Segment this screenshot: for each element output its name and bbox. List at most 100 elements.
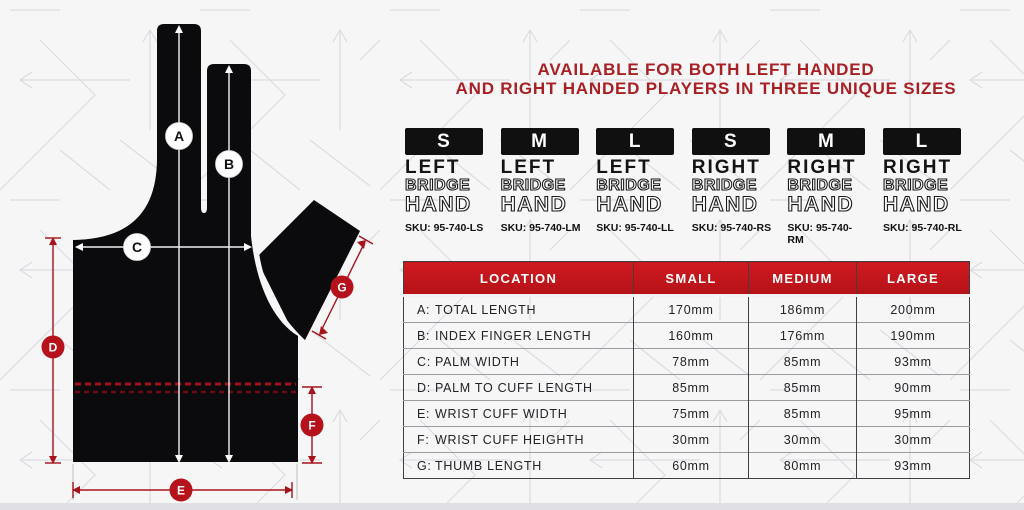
cell-small: 170mm	[633, 295, 749, 323]
bridge-label: BRIDGE	[404, 176, 471, 194]
cell-medium: 80mm	[748, 452, 857, 479]
marker-e: E	[169, 478, 193, 502]
cell-small: 30mm	[633, 426, 749, 453]
bridge-label: BRIDGE	[500, 176, 566, 194]
svg-text:D: D	[49, 341, 58, 355]
row-label: INDEX FINGER LENGTH	[435, 328, 592, 343]
size-badge-right-m: M RIGHT BRIDGE HAND SKU: 95-740-RM	[787, 128, 867, 246]
row-label: THUMB LENGTH	[435, 458, 543, 473]
row-letter: A:	[417, 302, 431, 317]
row-label: TOTAL LENGTH	[435, 302, 537, 317]
cell-location: G: THUMB LENGTH	[403, 452, 634, 479]
marker-c: C	[123, 233, 151, 261]
measure-lines-white	[80, 30, 247, 458]
cell-large: 93mm	[856, 348, 970, 375]
bridge-label: BRIDGE	[882, 176, 949, 194]
cell-location: C: PALM WIDTH	[403, 348, 634, 375]
dimension-arrows-red	[49, 237, 366, 494]
cell-medium: 186mm	[748, 295, 857, 323]
table-header-row: LOCATION SMALL MEDIUM LARGE	[403, 261, 970, 297]
cell-medium: 176mm	[748, 322, 857, 349]
measure-arrows-white	[75, 25, 252, 463]
row-label: PALM TO CUFF LENGTH	[435, 380, 593, 395]
cell-location: D: PALM TO CUFF LENGTH	[403, 374, 634, 401]
cell-small: 78mm	[633, 348, 749, 375]
size-box: S	[691, 128, 770, 155]
row-letter: F:	[417, 432, 430, 447]
size-letter: S	[723, 130, 738, 152]
marker-b: B	[215, 150, 243, 178]
hand-word-label: HAND	[787, 193, 855, 216]
sku-label: SKU: 95-740-RS	[691, 222, 772, 234]
marker-a: A	[165, 122, 193, 150]
row-label: WRIST CUFF HEIGHTH	[435, 432, 585, 447]
hand-word-label: HAND	[691, 193, 759, 216]
col-header-location: LOCATION	[403, 261, 634, 297]
thumb-shape	[256, 200, 360, 348]
cell-large: 95mm	[856, 400, 970, 427]
table-row: G: THUMB LENGTH 60mm 80mm 93mm	[403, 452, 970, 479]
availability-heading: AVAILABLE FOR BOTH LEFT HANDED AND RIGHT…	[400, 60, 1012, 98]
cell-small: 160mm	[633, 322, 749, 349]
sku-label: SKU: 95-740-RM	[787, 222, 853, 246]
cell-location: B: INDEX FINGER LENGTH	[403, 322, 634, 349]
cell-small: 75mm	[633, 400, 749, 427]
cell-large: 190mm	[856, 322, 970, 349]
hand-word-label: HAND	[596, 193, 663, 216]
sku-label: SKU: 95-740-LL	[596, 222, 674, 234]
col-header-medium: MEDIUM	[748, 261, 857, 297]
cell-large: 200mm	[856, 295, 970, 323]
cell-medium: 30mm	[748, 426, 857, 453]
cell-medium: 85mm	[748, 374, 857, 401]
table-row: E: WRIST CUFF WIDTH 75mm 85mm 95mm	[403, 400, 970, 427]
size-box: M	[787, 128, 866, 155]
col-header-small: SMALL	[633, 261, 749, 297]
size-badge-right-l: L RIGHT BRIDGE HAND SKU: 95-740-RL	[882, 128, 963, 246]
cell-location: A: TOTAL LENGTH	[403, 295, 634, 323]
row-letter: C:	[417, 354, 431, 369]
svg-text:B: B	[224, 156, 234, 172]
stitch-lines	[75, 382, 296, 394]
hand-word-label: HAND	[500, 193, 568, 216]
cell-large: 90mm	[856, 374, 970, 401]
size-badge-left-s: S LEFT BRIDGE HAND SKU: 95-740-LS	[404, 128, 485, 246]
bridge-label: BRIDGE	[691, 176, 758, 194]
size-box: L	[882, 128, 961, 155]
svg-text:C: C	[132, 239, 142, 255]
table-row: A: TOTAL LENGTH 170mm 186mm 200mm	[403, 295, 970, 323]
cell-medium: 85mm	[748, 400, 857, 427]
row-letter: B:	[417, 328, 431, 343]
row-label: WRIST CUFF WIDTH	[435, 406, 568, 421]
cell-medium: 85mm	[748, 348, 857, 375]
table-row: C: PALM WIDTH 78mm 85mm 93mm	[403, 348, 970, 375]
table-row: D: PALM TO CUFF LENGTH 85mm 85mm 90mm	[403, 374, 970, 401]
size-badge-right-s: S RIGHT BRIDGE HAND SKU: 95-740-RS	[691, 128, 772, 246]
hand-word-label: HAND	[882, 193, 950, 216]
table-row: B: INDEX FINGER LENGTH 160mm 176mm 190mm	[403, 322, 970, 349]
cell-location: E: WRIST CUFF WIDTH	[403, 400, 634, 427]
bottom-strip	[0, 503, 1024, 510]
heading-line-1: AVAILABLE FOR BOTH LEFT HANDED	[537, 60, 875, 79]
bridge-label: BRIDGE	[787, 176, 853, 194]
hand-label: RIGHT	[882, 157, 953, 178]
size-letter: M	[531, 130, 548, 152]
svg-text:A: A	[174, 128, 184, 144]
svg-text:F: F	[308, 419, 315, 433]
row-letter: E:	[417, 406, 431, 421]
size-badges-row: S LEFT BRIDGE HAND SKU: 95-740-LS M LEFT…	[404, 128, 963, 246]
row-letter: D:	[417, 380, 431, 395]
cell-small: 60mm	[633, 452, 749, 479]
info-panel: AVAILABLE FOR BOTH LEFT HANDED AND RIGHT…	[400, 0, 1024, 510]
size-letter: S	[437, 130, 451, 152]
heading-line-2: AND RIGHT HANDED PLAYERS IN THREE UNIQUE…	[455, 79, 957, 98]
sku-label: SKU: 95-740-LM	[500, 222, 581, 234]
spec-table: LOCATION SMALL MEDIUM LARGE A: TOTAL LENG…	[403, 261, 970, 479]
svg-text:E: E	[177, 484, 185, 498]
sku-label: SKU: 95-740-LS	[405, 222, 484, 234]
hand-label: LEFT	[405, 157, 461, 178]
size-badge-left-l: L LEFT BRIDGE HAND SKU: 95-740-LL	[596, 128, 676, 246]
marker-f: F	[300, 413, 324, 437]
size-letter: L	[915, 130, 929, 152]
size-letter: M	[817, 130, 835, 152]
row-letter: G:	[417, 458, 432, 473]
